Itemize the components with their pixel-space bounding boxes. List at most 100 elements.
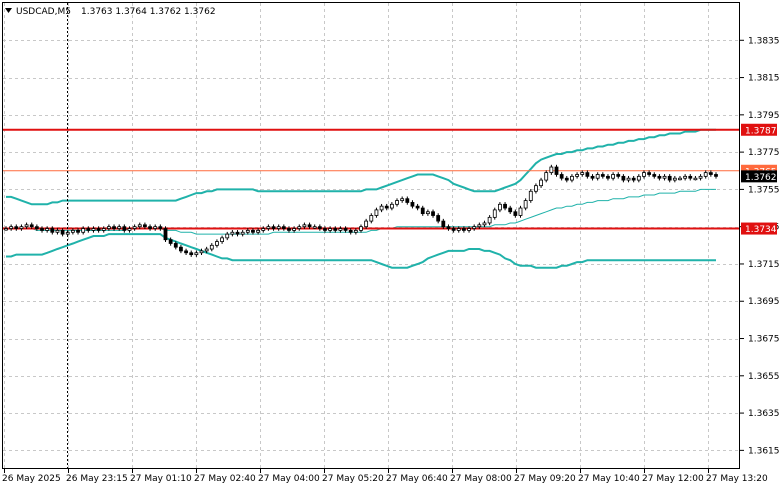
candle-body: [554, 166, 559, 175]
candle-body: [626, 177, 631, 181]
candle-body: [81, 228, 86, 233]
triangle-down-icon[interactable]: [5, 8, 12, 13]
x-tick-label: 27 May 05:20: [322, 474, 384, 484]
candle-body: [395, 200, 399, 205]
candle-body: [431, 211, 435, 216]
candle-body: [492, 209, 497, 218]
candle-body: [606, 175, 610, 179]
candle-body: [333, 228, 338, 231]
chart-header: USDCAD,M5 1.3763 1.3764 1.3762 1.3762: [5, 7, 216, 17]
candle-body: [281, 226, 286, 229]
candle-body: [446, 226, 451, 229]
candle-body: [693, 177, 698, 181]
x-tick-label: 27 May 12:00: [642, 474, 704, 484]
candle-body: [652, 174, 657, 177]
candle-body: [132, 226, 137, 229]
candle-body: [271, 226, 276, 229]
candle-body: [436, 215, 441, 222]
candle-body: [472, 226, 477, 229]
candle-body: [441, 220, 446, 228]
candle-body: [518, 207, 523, 216]
candle-body: [158, 226, 163, 229]
candle-body: [467, 228, 471, 231]
y-tick-label: 1.3835: [748, 36, 780, 46]
x-tick-label: 26 May 2025: [2, 474, 61, 484]
candle-body: [688, 175, 693, 179]
candle-body: [698, 175, 703, 179]
candle-body: [714, 174, 718, 177]
candle-body: [215, 241, 219, 246]
ohlc-label: 1.3763 1.3764 1.3762 1.3762: [81, 7, 216, 17]
plot-frame: [2, 2, 740, 469]
candle-body: [585, 172, 590, 177]
candle-body: [621, 175, 626, 181]
candle-body: [112, 226, 116, 229]
candle-body: [9, 226, 14, 229]
y-tick-label: 1.3615: [748, 446, 780, 456]
candle-body: [179, 246, 183, 252]
candle-body: [461, 228, 466, 231]
candle-body: [611, 174, 616, 179]
candle-body: [477, 224, 482, 228]
candle-body: [40, 228, 44, 231]
candle-body: [55, 230, 60, 233]
candle-body: [353, 230, 358, 233]
y-tick-label: 1.3755: [748, 185, 780, 195]
candle-body: [600, 174, 605, 177]
candle-body: [636, 175, 641, 181]
candle-body: [230, 231, 235, 235]
candle-body: [528, 190, 533, 201]
symbol-label: USDCAD,M5: [16, 7, 71, 17]
candle-body: [564, 177, 569, 181]
x-tick-label: 27 May 04:00: [258, 474, 320, 484]
candle-body: [631, 177, 636, 181]
candles: [4, 164, 718, 257]
candle-body: [410, 202, 415, 207]
x-tick-label: 27 May 02:40: [194, 474, 256, 484]
candle-body: [662, 175, 667, 179]
candle-body: [420, 207, 425, 215]
y-tick-label: 1.3815: [748, 74, 780, 84]
candle-body: [513, 211, 518, 216]
y-tick-label: 1.3795: [748, 111, 780, 121]
candle-body: [575, 174, 579, 177]
candle-body: [549, 166, 554, 174]
candle-body: [508, 207, 513, 213]
candle-body: [451, 228, 456, 231]
candle-body: [312, 226, 317, 229]
candle-body: [76, 230, 80, 233]
candle-body: [667, 175, 672, 181]
candle-body: [245, 230, 250, 233]
candle-body: [266, 226, 271, 229]
candle-body: [708, 172, 713, 175]
candle-body: [24, 224, 29, 228]
candle-body: [534, 185, 538, 192]
candle-body: [276, 226, 281, 229]
candle-body: [539, 179, 543, 187]
candle-body: [14, 226, 19, 229]
candle-body: [425, 211, 430, 215]
candle-body: [703, 172, 708, 177]
candle-body: [328, 228, 333, 231]
level-price-label-bg: [741, 123, 777, 136]
candle-body: [580, 172, 585, 175]
x-tick-label: 27 May 09:20: [514, 474, 576, 484]
candle-body: [343, 228, 348, 231]
candle-body: [570, 175, 574, 181]
candle-body: [672, 177, 677, 181]
candle-body: [379, 205, 384, 211]
candle-body: [389, 203, 394, 209]
candle-body: [137, 224, 142, 228]
candle-body: [117, 226, 122, 229]
level-price-label: 1.3787: [745, 126, 777, 136]
candle-body: [317, 226, 322, 229]
candle-body: [544, 172, 549, 181]
candle-body: [256, 230, 261, 233]
candle-body: [163, 228, 168, 241]
candle-body: [302, 224, 307, 228]
candle-body: [647, 172, 652, 175]
level-price-label: 1.3734: [745, 225, 777, 235]
candle-body: [400, 198, 405, 201]
